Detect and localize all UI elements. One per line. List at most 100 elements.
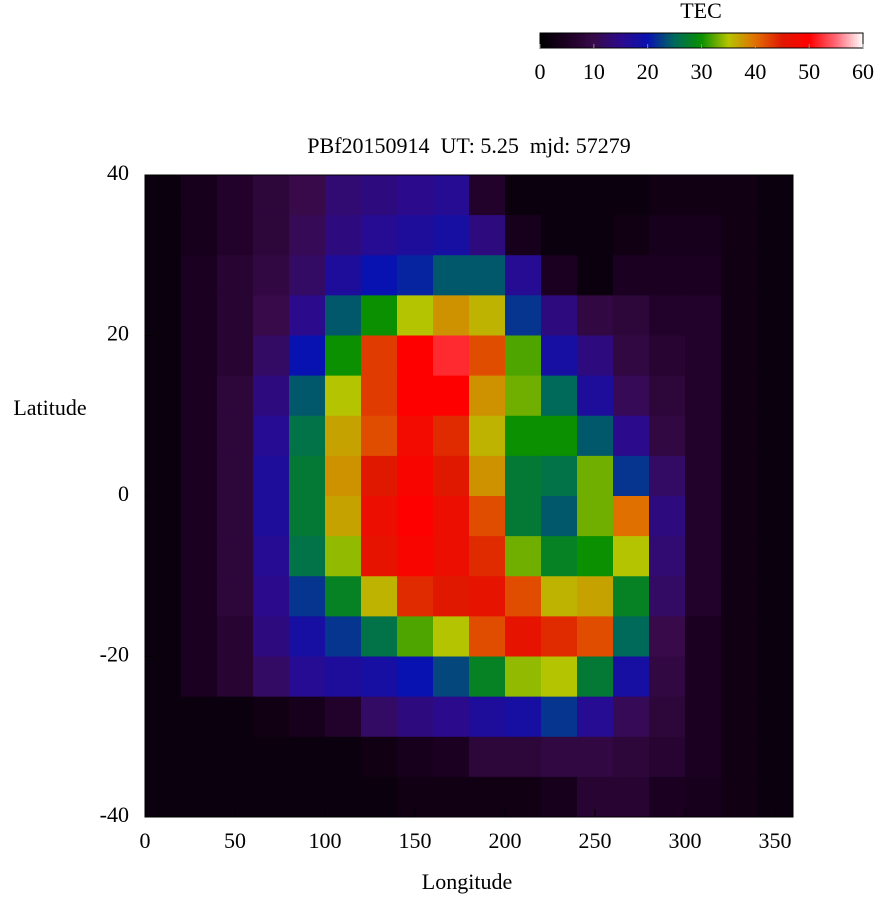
heat-cell: [289, 616, 326, 657]
heat-cell: [469, 375, 506, 417]
heat-cell: [649, 215, 686, 256]
heat-cell: [541, 335, 578, 377]
heat-cell: [397, 215, 434, 256]
heat-cell: [433, 496, 470, 537]
heat-cell: [613, 295, 650, 336]
colorbar-segment: [584, 33, 587, 48]
heat-cell: [181, 375, 218, 417]
colorbar-segment: [774, 33, 777, 48]
heat-cell: [145, 255, 182, 296]
heat-cell: [361, 776, 398, 818]
colorbar-segment: [737, 33, 741, 48]
colorbar-segment: [796, 33, 799, 48]
colorbar-segment: [588, 33, 591, 48]
colorbar-segment: [764, 33, 767, 48]
colorbar-segment: [546, 33, 549, 48]
colorbar-segment: [808, 33, 812, 48]
colorbar-segment: [723, 33, 727, 48]
heat-cell: [145, 776, 182, 818]
colorbar-segment: [794, 33, 797, 48]
heat-cell: [505, 656, 542, 698]
heat-cell: [757, 215, 794, 256]
colorbar-segment: [568, 33, 571, 48]
heat-cell: [613, 375, 650, 417]
colorbar-segment: [792, 33, 795, 48]
heat-cell: [289, 175, 326, 216]
colorbar-segment: [580, 33, 583, 48]
heat-cell: [757, 375, 794, 417]
heat-cell: [685, 455, 722, 497]
heat-cell: [289, 415, 326, 457]
colorbar-segment: [842, 33, 846, 48]
heat-cell: [361, 215, 398, 256]
heat-cell: [685, 536, 722, 577]
heat-cell: [433, 455, 470, 497]
heat-cell: [433, 656, 470, 698]
heat-cell: [217, 656, 254, 698]
heat-cell: [757, 656, 794, 698]
heat-cell: [145, 616, 182, 657]
heat-cell: [505, 255, 542, 296]
heat-cell: [289, 576, 326, 617]
heat-cell: [361, 736, 398, 778]
colorbar-segment: [620, 33, 624, 48]
heat-cell: [217, 295, 254, 336]
heat-cell: [145, 696, 182, 738]
heat-cell: [145, 295, 182, 336]
heat-cell: [721, 656, 758, 698]
heat-cell: [577, 536, 614, 577]
heat-cell: [433, 215, 470, 256]
heat-cell: [613, 576, 650, 617]
heat-cell: [397, 255, 434, 296]
heat-cell: [541, 455, 578, 497]
heat-cell: [145, 736, 182, 778]
heat-cell: [289, 335, 326, 377]
colorbar-segment: [725, 33, 729, 48]
x-tick-label: 150: [399, 828, 432, 853]
heat-cell: [721, 295, 758, 336]
colorbar-segment: [745, 33, 749, 48]
heat-cell: [217, 215, 254, 256]
colorbar-segment: [590, 33, 593, 48]
colorbar-segment: [733, 33, 737, 48]
colorbar-segment: [709, 33, 713, 48]
heat-cell: [721, 536, 758, 577]
heat-cell: [253, 656, 290, 698]
colorbar-segment: [701, 33, 705, 48]
heat-cell: [145, 175, 182, 216]
heat-cell: [289, 375, 326, 417]
colorbar-segment: [608, 33, 612, 48]
heat-cell: [181, 335, 218, 377]
colorbar-segment: [856, 33, 860, 48]
heat-cell: [217, 415, 254, 457]
heat-cell: [253, 415, 290, 457]
colorbar-segment: [646, 33, 650, 48]
heat-cell: [757, 295, 794, 336]
colorbar-segment: [598, 33, 602, 48]
colorbar-segment: [661, 33, 664, 48]
colorbar-segment: [628, 33, 632, 48]
heat-cell: [721, 616, 758, 657]
heat-cell: [217, 455, 254, 497]
colorbar-segment: [707, 33, 711, 48]
heat-cell: [181, 496, 218, 537]
heat-cell: [757, 696, 794, 738]
heat-cell: [433, 776, 470, 818]
heat-cell: [685, 255, 722, 296]
heat-cell: [649, 776, 686, 818]
colorbar-segment: [651, 33, 654, 48]
colorbar-segment: [836, 33, 840, 48]
colorbar-segment: [852, 33, 856, 48]
colorbar-segment: [592, 33, 596, 48]
heat-cell: [217, 335, 254, 377]
heat-cell: [469, 255, 506, 296]
heat-cell: [505, 696, 542, 738]
colorbar-segment: [741, 33, 745, 48]
heat-cell: [289, 295, 326, 336]
colorbar-segment: [572, 33, 575, 48]
colorbar-segment: [681, 33, 684, 48]
colorbar-segment: [552, 33, 555, 48]
colorbar-segment: [844, 33, 848, 48]
heat-cell: [217, 616, 254, 657]
heat-cell: [361, 616, 398, 657]
